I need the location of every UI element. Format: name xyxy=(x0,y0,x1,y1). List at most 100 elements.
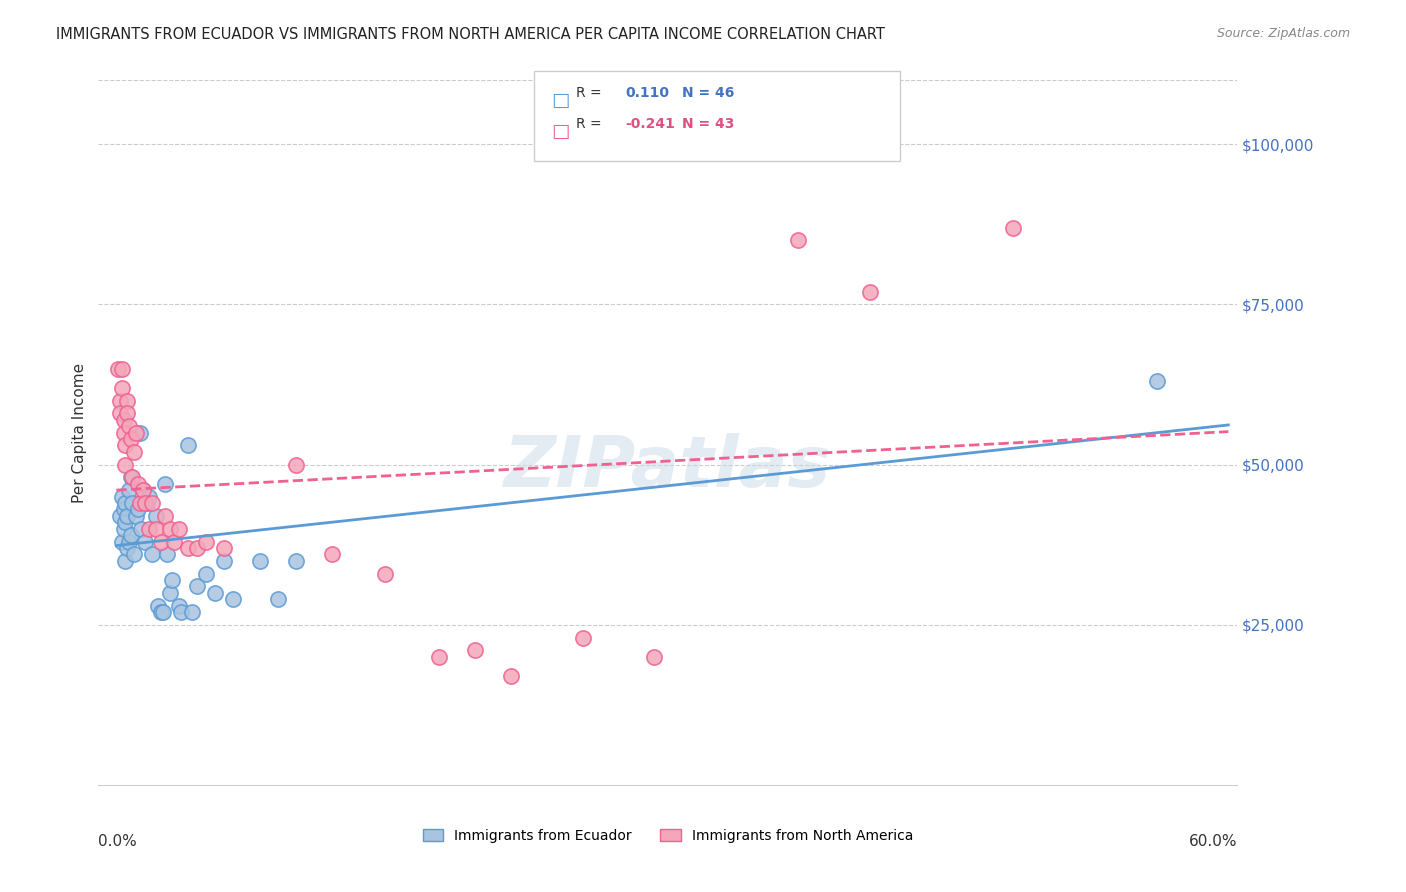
Point xyxy=(120,470,142,484)
Point xyxy=(114,458,136,472)
Text: N = 46: N = 46 xyxy=(682,86,734,100)
Point xyxy=(464,643,486,657)
Text: -0.241: -0.241 xyxy=(626,117,675,131)
Point xyxy=(204,586,226,600)
Point xyxy=(112,522,135,536)
Point xyxy=(124,445,146,459)
Point xyxy=(159,522,181,536)
Y-axis label: Per Capita Income: Per Capita Income xyxy=(72,362,87,503)
Point xyxy=(108,508,131,523)
Point xyxy=(118,419,141,434)
Point xyxy=(249,554,271,568)
Point xyxy=(138,522,160,536)
Point xyxy=(167,599,190,613)
Point xyxy=(125,425,148,440)
Point xyxy=(170,605,193,619)
Point xyxy=(138,490,160,504)
Point xyxy=(159,586,181,600)
Point xyxy=(111,534,134,549)
Point xyxy=(195,534,218,549)
Point xyxy=(114,516,136,530)
Point xyxy=(152,605,174,619)
Point xyxy=(643,649,665,664)
Point xyxy=(195,566,218,581)
Point xyxy=(150,605,173,619)
Point xyxy=(121,496,143,510)
Point xyxy=(112,502,135,516)
Point xyxy=(124,547,146,561)
Point xyxy=(112,425,135,440)
Point xyxy=(155,547,177,561)
Point xyxy=(146,599,169,613)
Point xyxy=(112,413,135,427)
Point xyxy=(1002,220,1025,235)
Text: IMMIGRANTS FROM ECUADOR VS IMMIGRANTS FROM NORTH AMERICA PER CAPITA INCOME CORRE: IMMIGRANTS FROM ECUADOR VS IMMIGRANTS FR… xyxy=(56,27,886,42)
Point xyxy=(145,508,167,523)
Point xyxy=(114,496,136,510)
Point xyxy=(114,438,136,452)
Point xyxy=(121,470,143,484)
Text: 0.0%: 0.0% xyxy=(98,834,138,849)
Text: R =: R = xyxy=(576,86,606,100)
Text: □: □ xyxy=(551,122,569,141)
Point xyxy=(135,496,157,510)
Point xyxy=(108,393,131,408)
Point xyxy=(115,508,138,523)
Point xyxy=(186,579,208,593)
Point xyxy=(118,483,141,498)
Point xyxy=(115,406,138,420)
Text: N = 43: N = 43 xyxy=(682,117,734,131)
Point xyxy=(177,541,200,555)
Point xyxy=(499,669,522,683)
Text: □: □ xyxy=(551,91,569,110)
Point xyxy=(153,476,176,491)
Point xyxy=(150,534,173,549)
Point xyxy=(267,592,290,607)
Point xyxy=(127,502,149,516)
Point xyxy=(571,631,593,645)
Point xyxy=(859,285,882,299)
Point xyxy=(427,649,450,664)
Point xyxy=(284,458,307,472)
Point xyxy=(141,547,163,561)
Point xyxy=(108,406,131,420)
Point xyxy=(132,483,155,498)
Point xyxy=(128,425,150,440)
Point xyxy=(128,496,150,510)
Point xyxy=(186,541,208,555)
Point xyxy=(180,605,202,619)
Point xyxy=(153,508,176,523)
Text: Source: ZipAtlas.com: Source: ZipAtlas.com xyxy=(1216,27,1350,40)
Point xyxy=(134,534,156,549)
Point xyxy=(167,522,190,536)
Point xyxy=(212,541,235,555)
Text: R =: R = xyxy=(576,117,606,131)
Point xyxy=(118,534,141,549)
Point xyxy=(114,554,136,568)
Point xyxy=(111,361,134,376)
Point xyxy=(111,490,134,504)
Text: 60.0%: 60.0% xyxy=(1189,834,1237,849)
Text: 0.110: 0.110 xyxy=(626,86,669,100)
Point xyxy=(160,573,183,587)
Point xyxy=(111,381,134,395)
Point xyxy=(222,592,245,607)
Point xyxy=(177,438,200,452)
Point xyxy=(321,547,343,561)
Point xyxy=(115,393,138,408)
Point xyxy=(115,541,138,555)
Point xyxy=(107,361,129,376)
Text: ZIPatlas: ZIPatlas xyxy=(505,434,831,502)
Point xyxy=(120,432,142,446)
Point xyxy=(145,522,167,536)
Point xyxy=(127,476,149,491)
Point xyxy=(786,234,808,248)
Legend: Immigrants from Ecuador, Immigrants from North America: Immigrants from Ecuador, Immigrants from… xyxy=(418,823,918,848)
Point xyxy=(374,566,396,581)
Point xyxy=(212,554,235,568)
Point xyxy=(284,554,307,568)
Point xyxy=(131,522,153,536)
Point xyxy=(120,528,142,542)
Point xyxy=(132,483,155,498)
Point xyxy=(141,496,163,510)
